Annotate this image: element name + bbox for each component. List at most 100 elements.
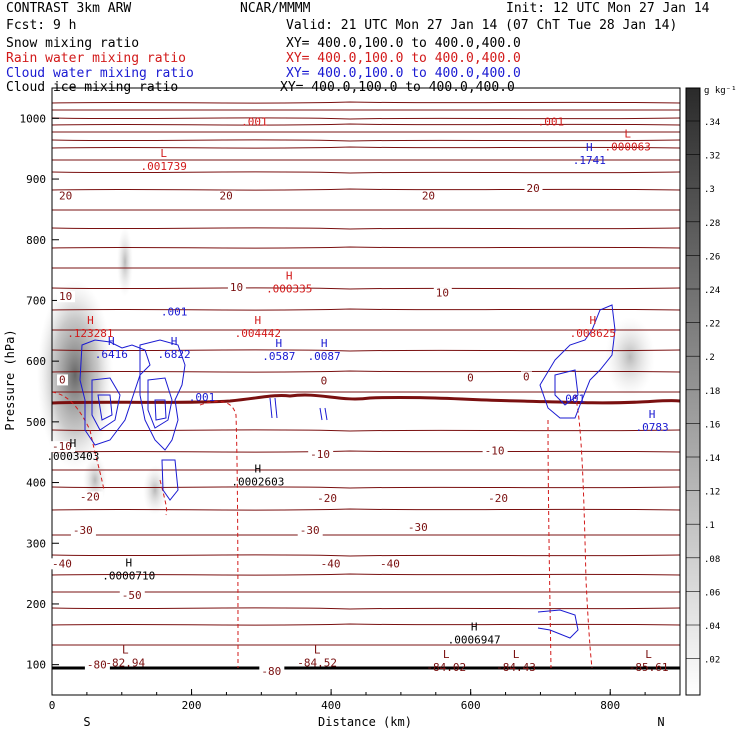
init-label: Init: 12 UTC Mon 27 Jan 14: [506, 1, 710, 16]
forecast-hour: Fcst: 9 h: [6, 18, 77, 33]
isotherm-line: [51, 123, 681, 126]
cloud-center-value: .1741: [573, 154, 606, 167]
isotherm-label-bg: [524, 183, 543, 195]
isotherm-line: [51, 370, 681, 373]
colorbar-tick-label: .2: [704, 353, 715, 363]
y-tick-label: 700: [26, 294, 46, 307]
isotherm-label: -30: [300, 524, 320, 537]
cloud-center-value: .001: [559, 392, 586, 405]
isotherm-label-bg: [318, 375, 330, 387]
isotherm-label-bg: [56, 190, 75, 202]
colorbar-tick-label: .3: [704, 185, 715, 195]
cloud-center-value: .6416: [95, 348, 128, 361]
rain-center-value: .123281: [67, 327, 113, 340]
isotherm-label-bg: [56, 291, 75, 303]
isotherm-label: 0: [467, 372, 474, 385]
y-tick-label: 600: [26, 355, 46, 368]
y-tick-label: 500: [26, 416, 46, 429]
rain-center-marker: H: [87, 314, 94, 327]
isotherm-label-bg: [259, 665, 285, 677]
ice-shade-blob: [605, 317, 655, 397]
temp-low-value: -84.02: [426, 661, 466, 674]
rain-center-value: .004442: [235, 327, 281, 340]
cloud-center-value: .001: [161, 306, 188, 319]
isotherm-line: [51, 246, 681, 249]
isotherm-label-bg: [433, 287, 452, 299]
rain-center-value: .001739: [140, 160, 186, 173]
rain-center-marker: H: [589, 314, 596, 327]
isotherm-label-bg: [482, 445, 508, 457]
isotherm-label: -20: [317, 492, 337, 505]
cloud-center-value: .001: [189, 391, 216, 404]
isotherm-label: 10: [59, 290, 72, 303]
isotherm-label-bg: [217, 190, 236, 202]
field-cloud-xy: XY= 400.0,100.0 to 400.0,400.0: [286, 66, 521, 81]
rain-center-marker: H: [255, 314, 262, 327]
colorbar-tick-label: .12: [704, 488, 720, 498]
x-end-right: N: [657, 715, 664, 729]
isotherm-label-bg: [318, 558, 344, 570]
cloud-center-marker: H: [171, 335, 178, 348]
cloud-contour: [269, 397, 273, 419]
cloud-contour: [319, 407, 323, 421]
isotherm-label: -10: [485, 444, 505, 457]
isotherm-label: -80: [261, 665, 281, 678]
colorbar-tick-label: .26: [704, 252, 720, 262]
temp-low-marker: L: [443, 648, 450, 661]
isotherm-line: [51, 287, 681, 290]
rain-center-marker: L: [624, 127, 631, 140]
ice-shade-blob: [37, 280, 113, 470]
isotherm-label: 20: [59, 189, 72, 202]
isotherm-label: -40: [52, 557, 72, 570]
isotherm-label-bg: [56, 374, 68, 386]
ice-shade-blob: [143, 465, 167, 515]
cloud-center-value: .0783: [636, 421, 669, 434]
isotherm-label-bg: [50, 558, 75, 570]
y-tick-label: 300: [26, 537, 46, 550]
isotherm-label: -40: [380, 557, 400, 570]
y-axis-title: Pressure (hPa): [3, 329, 17, 430]
rain-center-value: .001: [538, 116, 565, 129]
x-tick-label: 600: [461, 699, 481, 712]
isotherm-label: 10: [230, 281, 243, 294]
isotherm-label-bg: [405, 521, 431, 533]
colorbar-unit: g kg⁻¹: [704, 86, 737, 96]
isotherm-label: -20: [488, 492, 508, 505]
temp-low-marker: L: [314, 643, 321, 656]
isotherm-line: [51, 188, 681, 191]
isotherm-label-bg: [419, 190, 438, 202]
cloud-center-marker: H: [275, 337, 282, 350]
isotherm-line: [51, 139, 681, 142]
cloud-contour: [274, 397, 278, 419]
colorbar-tick-label: .16: [704, 420, 720, 430]
isotherm-label: 20: [526, 182, 539, 195]
y-tick-label: 200: [26, 598, 46, 611]
temp-low-marker: L: [513, 648, 520, 661]
ice-shade-blob: [117, 227, 133, 297]
cloud-center-value: .6822: [158, 348, 191, 361]
rain-center-value: .001: [241, 116, 268, 129]
org-label: NCAR/MMMM: [240, 1, 311, 16]
snow-center-marker: H: [255, 462, 262, 475]
cloud-contours: [79, 304, 616, 639]
cloud-contour: [539, 304, 616, 419]
isotherm-label-bg: [84, 659, 110, 671]
snow-center-marker: H: [70, 437, 77, 450]
field-snow-name: Snow mixing ratio: [6, 36, 140, 51]
rain-contour: [159, 479, 168, 516]
isotherm-line: [51, 573, 681, 576]
isotherm-label: 0: [59, 373, 66, 386]
rain-contour: [51, 391, 105, 491]
contour-labels: -80 -80 -50 -40 -40 -40 -30 -30 -30 -20 -20 -20 -10 -…: [46, 116, 668, 678]
x-axis-title: Distance (km): [318, 715, 412, 729]
snow-center-value: .0000710: [102, 570, 155, 583]
temp-low-value: -84.52: [297, 656, 337, 669]
isotherm-label: 10: [436, 287, 449, 300]
temp-low-marker: L: [645, 648, 652, 661]
isotherm-label: -10: [52, 440, 72, 453]
x-tick-label: 200: [182, 699, 202, 712]
rain-center-value: .000063: [604, 140, 650, 153]
isotherm-line: [51, 607, 681, 610]
isotherm-label-bg: [308, 449, 334, 461]
